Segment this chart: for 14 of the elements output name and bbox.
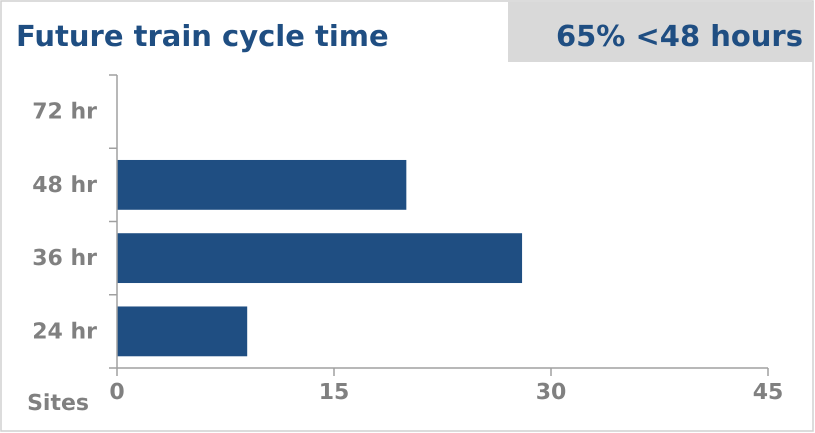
y-tick-label: 36 hr [32, 246, 98, 272]
x-tick-label: 15 [318, 380, 350, 405]
x-tick-label: 0 [109, 380, 125, 405]
bar [117, 160, 406, 210]
x-axis-title: Sites [27, 391, 89, 416]
y-tick-label: 24 hr [32, 319, 98, 344]
chart-title: Future train cycle time [16, 19, 389, 53]
y-tick-label: 48 hr [32, 172, 98, 198]
x-tick-label: 45 [752, 380, 784, 405]
bar [117, 233, 522, 284]
text: 65% <48 hours [556, 19, 803, 53]
bar [117, 306, 248, 356]
x-tick-label: 30 [536, 380, 566, 405]
y-tick-label: 72 hr [32, 100, 98, 125]
